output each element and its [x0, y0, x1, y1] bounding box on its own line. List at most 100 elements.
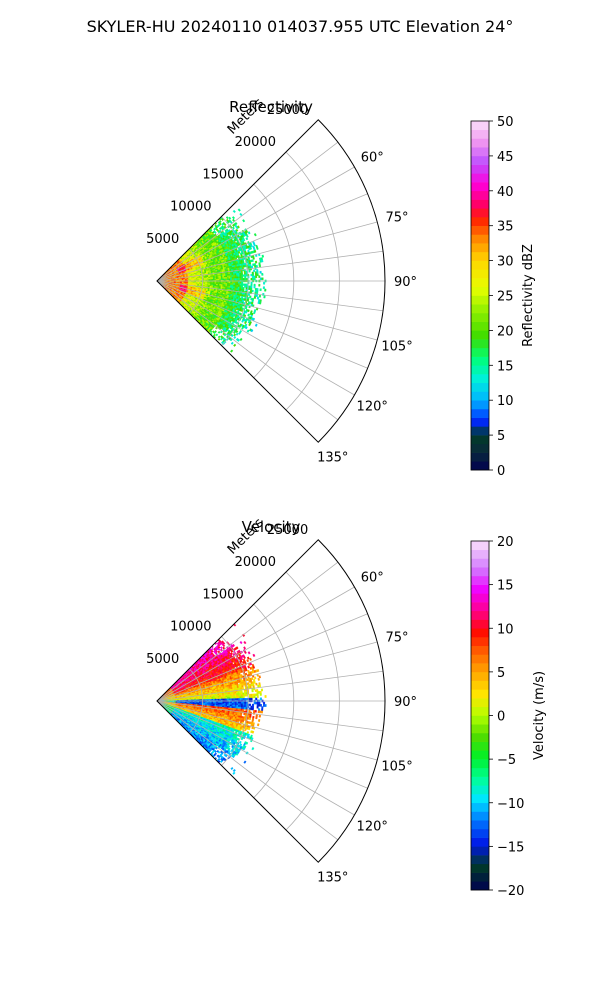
radar-cell	[261, 254, 265, 258]
radar-cell	[228, 216, 232, 220]
radar-cell	[229, 220, 233, 224]
radar-cell	[250, 285, 253, 289]
radar-cell	[251, 259, 254, 263]
colorbar-segment	[471, 208, 489, 218]
azimuth-tick-label: 105°	[381, 339, 412, 354]
colorbar-segment	[471, 269, 489, 279]
colorbar-segment	[471, 435, 489, 445]
colorbar-segment	[471, 417, 489, 427]
colorbar-segment	[471, 408, 489, 418]
azimuth-tick-label: 60°	[361, 151, 384, 166]
radar-cell	[263, 295, 266, 299]
radar-cell	[259, 288, 262, 292]
radar-cell	[234, 222, 238, 226]
radar-cell	[248, 269, 251, 273]
radar-cell	[262, 286, 265, 290]
colorbar-segment	[471, 443, 489, 453]
radar-cell	[250, 265, 254, 269]
colorbar-segment	[471, 426, 489, 436]
radar-cell	[241, 276, 244, 279]
radar-cell	[255, 294, 258, 298]
radar-cell	[252, 277, 255, 281]
radar-cell	[251, 273, 255, 277]
range-tick-label: 5000	[146, 232, 179, 247]
radar-cell	[228, 277, 231, 279]
radar-cell	[237, 251, 241, 254]
radar-cell	[256, 296, 260, 300]
radar-cell	[223, 225, 227, 229]
radar-cell	[253, 277, 256, 281]
colorbar-tick-label: 50	[497, 115, 514, 130]
radar-cell	[232, 218, 236, 222]
radar-cell	[254, 260, 258, 264]
radar-cell	[241, 281, 244, 284]
colorbar-tick-label: 45	[497, 150, 514, 165]
colorbar-segment	[471, 147, 489, 157]
radar-cell	[255, 264, 258, 268]
radar-cell	[253, 285, 256, 289]
radar-cell	[242, 277, 245, 281]
radar-cell	[258, 301, 262, 305]
colorbar-segment	[471, 365, 489, 375]
radar-cell	[220, 282, 223, 285]
colorbar-tick-label: 5	[497, 429, 505, 444]
radar-cell	[245, 272, 248, 275]
colorbar-tick-label: 0	[497, 464, 505, 479]
colorbar-label: Reflectivity dBZ	[521, 244, 536, 347]
radar-cell	[253, 296, 257, 299]
radar-cell	[239, 278, 242, 281]
radar-cell	[252, 256, 255, 260]
range-tick-label: 25000	[267, 103, 308, 118]
radar-cell	[256, 273, 259, 277]
radar-cell	[209, 228, 213, 232]
colorbar-segment	[471, 121, 489, 131]
radar-cell	[247, 231, 251, 235]
colorbar-segment	[471, 164, 489, 174]
radar-cell	[237, 208, 241, 212]
colorbar-segment	[471, 286, 489, 296]
radar-cell	[250, 281, 253, 285]
radar-cell	[249, 295, 252, 299]
range-tick-label: 10000	[170, 200, 211, 215]
radar-cell	[221, 217, 224, 221]
radar-cell	[232, 209, 236, 214]
colorbar-tick-label: 30	[497, 255, 514, 270]
radar-cell	[231, 278, 234, 281]
colorbar-segment	[471, 216, 489, 227]
radar-cell	[239, 212, 243, 217]
radar-cell	[236, 225, 240, 229]
radar-cell	[230, 278, 233, 281]
radar-cell	[244, 306, 248, 310]
colorbar-tick-label: 20	[497, 324, 514, 339]
radar-cell	[246, 298, 250, 302]
colorbar-segment	[471, 278, 489, 288]
colorbar-segment	[471, 400, 489, 410]
colorbar-segment	[471, 182, 489, 192]
radar-cell	[214, 231, 217, 235]
radar-cell	[264, 288, 267, 292]
radar-cell	[253, 275, 256, 279]
colorbar-segment	[471, 251, 489, 261]
radar-cell	[255, 275, 258, 279]
colorbar-segment	[471, 173, 489, 183]
radar-cell	[245, 278, 248, 281]
colorbar-segment	[471, 138, 489, 148]
azimuth-tick-label: 120°	[357, 399, 388, 414]
radar-cell	[258, 275, 261, 278]
radar-cell	[240, 272, 244, 276]
radar-cell	[258, 284, 261, 287]
colorbar-segment	[471, 260, 489, 270]
radar-cell	[258, 294, 262, 298]
radar-cell	[223, 223, 227, 227]
radar-cell	[231, 216, 236, 220]
radar-cell	[231, 281, 234, 284]
radar-cell	[253, 249, 257, 253]
range-tick-label: 15000	[202, 167, 243, 182]
radar-cell	[225, 277, 228, 279]
colorbar-tick-label: 10	[497, 394, 514, 409]
colorbar-segment	[471, 356, 489, 366]
colorbar-tick-label: 40	[497, 185, 514, 200]
radar-cell	[263, 281, 266, 285]
